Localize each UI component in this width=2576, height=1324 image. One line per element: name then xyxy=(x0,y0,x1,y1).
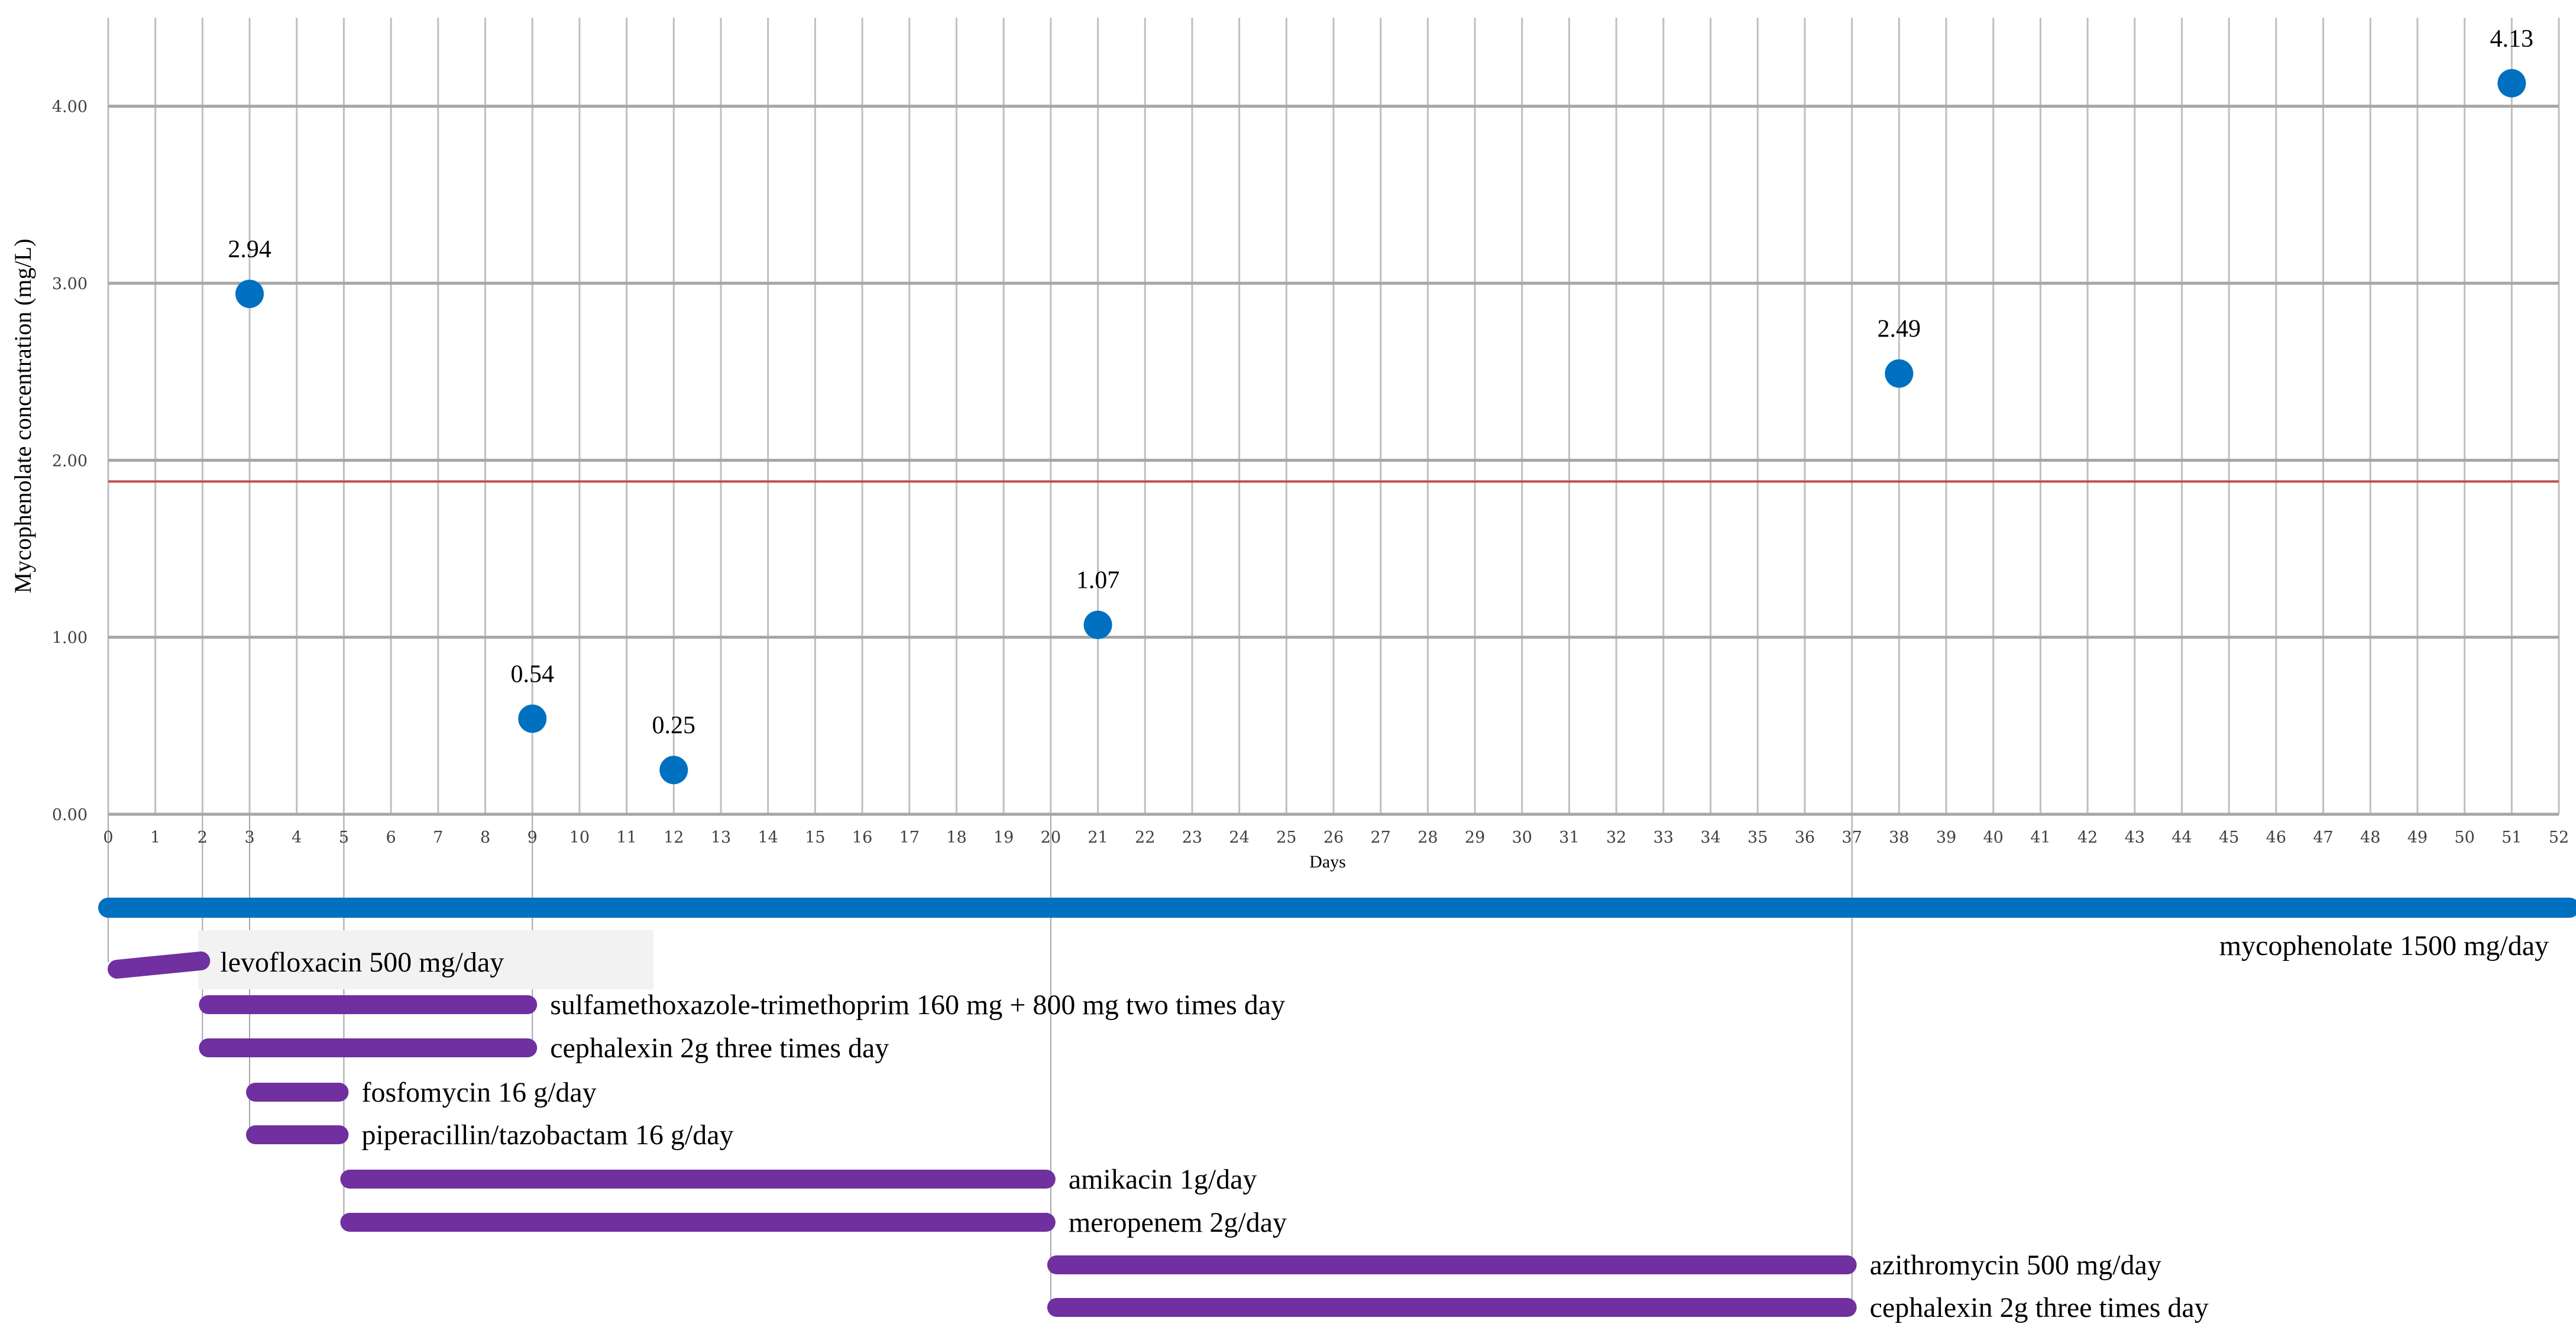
x-tick-label: 18 xyxy=(946,828,966,847)
treatment-label: levofloxacin 500 mg/day xyxy=(220,947,504,978)
data-point xyxy=(1083,610,1112,639)
x-tick-label: 34 xyxy=(1700,828,1720,847)
x-tick-label: 33 xyxy=(1653,828,1674,847)
treatment-label: azithromycin 500 mg/day xyxy=(1870,1249,2161,1281)
y-tick-label: 2.00 xyxy=(52,452,88,470)
y-tick-label: 4.00 xyxy=(52,98,88,116)
treatment-label: mycophenolate 1500 mg/day xyxy=(2219,930,2549,962)
x-tick-label: 22 xyxy=(1135,828,1155,847)
x-tick-label: 27 xyxy=(1371,828,1391,847)
x-tick-label: 15 xyxy=(805,828,825,847)
data-point xyxy=(659,756,688,785)
x-axis-title: Days xyxy=(1309,852,1346,872)
x-tick-label: 42 xyxy=(2077,828,2098,847)
x-tick-label: 23 xyxy=(1182,828,1202,847)
treatment-label: cephalexin 2g three times day xyxy=(550,1032,889,1064)
x-tick-label: 40 xyxy=(1983,828,2004,847)
x-tick-label: 20 xyxy=(1041,828,1061,847)
data-label: 0.54 xyxy=(510,661,554,688)
x-tick-label: 36 xyxy=(1795,828,1815,847)
x-tick-label: 24 xyxy=(1229,828,1249,847)
x-tick-label: 21 xyxy=(1088,828,1108,847)
y-tick-label: 0.00 xyxy=(52,806,88,824)
treatment-bar xyxy=(108,951,211,979)
x-tick-label: 13 xyxy=(711,828,731,847)
x-tick-label: 7 xyxy=(433,828,443,847)
x-tick-label: 52 xyxy=(2549,828,2569,847)
data-label: 2.49 xyxy=(1878,316,1921,343)
x-tick-label: 8 xyxy=(480,828,490,847)
label-highlight xyxy=(198,930,653,989)
x-tick-label: 9 xyxy=(528,828,538,847)
data-point xyxy=(1885,359,1914,388)
treatment-label: cephalexin 2g three times day xyxy=(1870,1292,2209,1323)
x-tick-label: 39 xyxy=(1936,828,1956,847)
x-tick-label: 45 xyxy=(2219,828,2239,847)
treatment-label: sulfamethoxazole-trimethoprim 160 mg + 8… xyxy=(550,989,1285,1021)
x-tick-label: 6 xyxy=(386,828,396,847)
treatment-label: amikacin 1g/day xyxy=(1069,1164,1257,1195)
data-label: 2.94 xyxy=(228,236,271,263)
y-tick-label: 3.00 xyxy=(52,275,88,293)
x-tick-label: 28 xyxy=(1418,828,1438,847)
x-tick-label: 41 xyxy=(2030,828,2050,847)
x-tick-label: 32 xyxy=(1606,828,1626,847)
x-tick-label: 2 xyxy=(198,828,208,847)
x-tick-label: 44 xyxy=(2172,828,2192,847)
x-tick-label: 16 xyxy=(852,828,872,847)
data-points: 2.94 0.54 0.25 1.07 2.49 4.13 xyxy=(228,25,2534,785)
x-tick-label: 43 xyxy=(2125,828,2145,847)
x-tick-label: 38 xyxy=(1889,828,1909,847)
x-tick-label: 3 xyxy=(244,828,254,847)
x-tick-label: 50 xyxy=(2454,828,2474,847)
x-tick-label: 12 xyxy=(664,828,684,847)
treatment-bars: mycophenolate 1500 mg/day levofloxacin 50… xyxy=(98,898,2576,1323)
data-label: 4.13 xyxy=(2490,25,2534,53)
y-tick-label: 1.00 xyxy=(52,629,88,648)
x-tick-label: 26 xyxy=(1323,828,1344,847)
x-tick-label: 31 xyxy=(1559,828,1579,847)
data-label: 1.07 xyxy=(1076,567,1120,594)
treatment-label: meropenem 2g/day xyxy=(1069,1207,1287,1238)
x-tick-label: 4 xyxy=(292,828,302,847)
x-tick-label: 11 xyxy=(616,828,636,847)
x-tick-label: 0 xyxy=(103,828,113,847)
axes: 0.001.002.003.004.000 1 2 3 4 5 6 7 8 9 10 11 12 13 14… xyxy=(52,98,2569,847)
x-tick-label: 49 xyxy=(2407,828,2428,847)
x-tick-label: 1 xyxy=(150,828,160,847)
x-tick-label: 5 xyxy=(339,828,349,847)
x-tick-label: 17 xyxy=(899,828,920,847)
x-tick-label: 46 xyxy=(2266,828,2286,847)
grid-lines xyxy=(107,18,2560,816)
x-tick-label: 14 xyxy=(758,828,778,847)
data-point xyxy=(2497,69,2526,98)
x-tick-label: 47 xyxy=(2313,828,2333,847)
data-point xyxy=(518,704,547,733)
x-tick-label: 25 xyxy=(1276,828,1296,847)
treatment-label: fosfomycin 16 g/day xyxy=(361,1077,596,1108)
x-tick-label: 29 xyxy=(1465,828,1485,847)
x-tick-label: 51 xyxy=(2501,828,2522,847)
connector-lines xyxy=(108,814,1853,1307)
x-tick-label: 35 xyxy=(1747,828,1768,847)
y-axis-title: Mycophenolate concentration (mg/L) xyxy=(9,239,36,594)
x-tick-label: 48 xyxy=(2360,828,2380,847)
treatment-label: piperacillin/tazobactam 16 g/day xyxy=(361,1119,733,1151)
x-tick-label: 10 xyxy=(569,828,590,847)
x-tick-label: 19 xyxy=(993,828,1014,847)
data-label: 0.25 xyxy=(652,712,696,739)
x-tick-label: 30 xyxy=(1512,828,1532,847)
x-tick-label: 37 xyxy=(1842,828,1862,847)
data-point xyxy=(235,279,264,308)
